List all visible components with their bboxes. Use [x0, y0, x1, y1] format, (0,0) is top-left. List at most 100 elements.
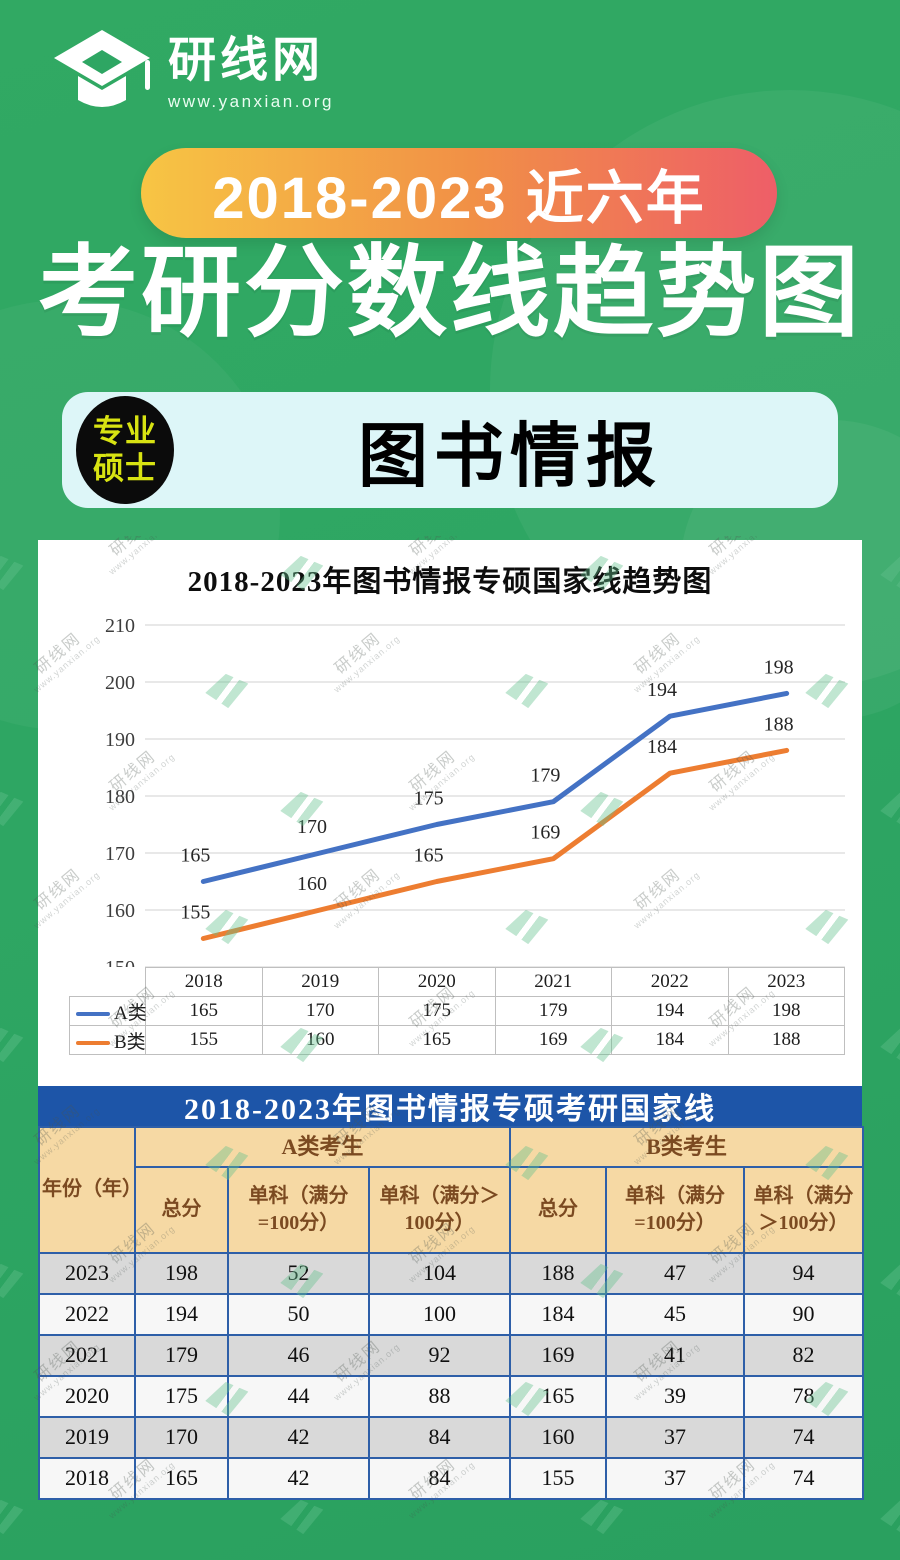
watermark-logo-icon [0, 1259, 25, 1302]
score-cell: 94 [742, 1251, 865, 1295]
score-cell: 198 [134, 1251, 229, 1295]
chart-table-value: 155 [145, 1025, 263, 1055]
y-axis-tick-label: 190 [105, 729, 135, 751]
score-cell: 42 [227, 1456, 370, 1500]
degree-badge-line2: 硕士 [93, 451, 157, 486]
score-cell: 165 [509, 1374, 607, 1418]
graduation-cap-logo-icon [54, 30, 150, 107]
watermark-logo-icon [879, 1495, 900, 1538]
subheader-total-a: 总分 [134, 1165, 229, 1254]
score-cell: 170 [134, 1415, 229, 1459]
watermark-logo-icon [279, 1495, 324, 1538]
data-label: 194 [647, 679, 677, 701]
subheader-singleover100-b: 单科（满分＞100分） [742, 1165, 865, 1254]
year-cell: 2023 [38, 1251, 136, 1295]
watermark-logo-icon [579, 1495, 624, 1538]
score-cell: 179 [134, 1333, 229, 1377]
main-title: 考研分数线趋势图 [38, 237, 862, 349]
brand-name: 研线网 [168, 34, 325, 88]
chart-table-value: 175 [378, 996, 496, 1026]
score-cell: 41 [605, 1333, 745, 1377]
score-cell: 37 [605, 1456, 745, 1500]
group-b-header: B类考生 [508, 1126, 865, 1168]
trend-chart-panel: 2018-2023年图书情报专硕国家线趋势图 15016017018019020… [38, 540, 862, 1086]
data-label: 179 [530, 765, 560, 787]
subheader-total-b: 总分 [509, 1165, 607, 1254]
score-cell: 169 [509, 1333, 607, 1377]
score-cell: 84 [368, 1456, 511, 1500]
subheader-single100-b: 单科（满分=100分） [605, 1165, 745, 1254]
table-row: 2022 194 50 100 184 45 90 [38, 1292, 865, 1336]
series-line-B类 [200, 747, 790, 941]
watermark-logo-icon [879, 1023, 900, 1066]
watermark-logo-icon [879, 1259, 900, 1302]
y-axis-tick-label: 210 [105, 615, 135, 637]
score-cell: 52 [227, 1251, 370, 1295]
degree-type-badge: 专业 硕士 [76, 396, 174, 504]
data-label: 184 [647, 736, 677, 758]
chart-table-value: 198 [727, 996, 845, 1026]
score-cell: 165 [134, 1456, 229, 1500]
score-table-section: 2018-2023年图书情报专硕考研国家线 年份（年） A类考生 B类考生 总分… [38, 1086, 865, 1500]
chart-table-value: 170 [261, 996, 379, 1026]
year-cell: 2019 [38, 1415, 136, 1459]
score-cell: 188 [509, 1251, 607, 1295]
chart-table-year: 2020 [378, 967, 496, 997]
subheader-single100-a: 单科（满分=100分） [227, 1165, 370, 1254]
table-row: 2023 198 52 104 188 47 94 [38, 1251, 865, 1295]
chart-table-value: 165 [378, 1025, 496, 1055]
year-column-header: 年份（年） [38, 1126, 142, 1254]
chart-table-value: 165 [145, 996, 263, 1026]
score-cell: 92 [368, 1333, 511, 1377]
chart-table-year: 2018 [145, 967, 263, 997]
degree-badge-line1: 专业 [93, 413, 157, 449]
chart-table-year: 2019 [261, 967, 379, 997]
score-cell: 47 [605, 1251, 745, 1295]
data-label: 198 [764, 656, 794, 678]
group-a-header: A类考生 [134, 1126, 511, 1168]
y-axis-tick-label: 170 [105, 843, 135, 865]
table-row: 2021 179 46 92 169 41 82 [38, 1333, 865, 1377]
series-line-A类 [200, 690, 790, 884]
chart-table-year: 2022 [611, 967, 729, 997]
score-cell: 84 [368, 1415, 511, 1459]
chart-table-value: 179 [494, 996, 612, 1026]
chart-title: 2018-2023年图书情报专硕国家线趋势图 [187, 566, 713, 598]
data-label: 175 [414, 788, 444, 810]
y-axis-tick-label: 180 [105, 786, 135, 808]
score-cell: 46 [227, 1333, 370, 1377]
data-label: 165 [414, 845, 444, 867]
chart-table-year: 2021 [494, 967, 612, 997]
score-cell: 155 [509, 1456, 607, 1500]
score-cell: 82 [742, 1333, 865, 1377]
watermark-logo-icon [879, 551, 900, 594]
chart-table-value: 160 [261, 1025, 379, 1055]
data-label: 165 [180, 845, 210, 867]
subject-pill: 专业 硕士 图书情报 [62, 392, 838, 508]
legend-key-A类: A类 [69, 996, 147, 1026]
table-row: 2019 170 42 84 160 37 74 [38, 1415, 865, 1459]
y-axis-tick-label: 150 [105, 957, 135, 967]
score-cell: 39 [605, 1374, 745, 1418]
score-cell: 90 [742, 1292, 865, 1336]
score-cell: 104 [368, 1251, 511, 1295]
score-cell: 194 [134, 1292, 229, 1336]
year-cell: 2020 [38, 1374, 136, 1418]
data-label: 160 [297, 873, 327, 895]
watermark-logo-icon [879, 787, 900, 830]
line-chart: 150 160 170 180 190 200 210 165 170 175 179 194 198 1… [105, 615, 845, 967]
score-cell: 50 [227, 1292, 370, 1336]
legend-key-B类: B类 [69, 1025, 146, 1055]
data-label: 155 [180, 902, 210, 924]
watermark-logo-icon [0, 551, 25, 594]
watermark-logo-icon [0, 787, 25, 830]
watermark-logo-icon [0, 1023, 25, 1066]
score-cell: 160 [509, 1415, 607, 1459]
score-cell: 42 [227, 1415, 370, 1459]
y-axis-tick-label: 160 [105, 900, 135, 922]
table-row: 2020 175 44 88 165 39 78 [38, 1374, 865, 1418]
score-cell: 74 [742, 1415, 865, 1459]
year-cell: 2021 [38, 1333, 136, 1377]
score-cell: 78 [742, 1374, 865, 1418]
